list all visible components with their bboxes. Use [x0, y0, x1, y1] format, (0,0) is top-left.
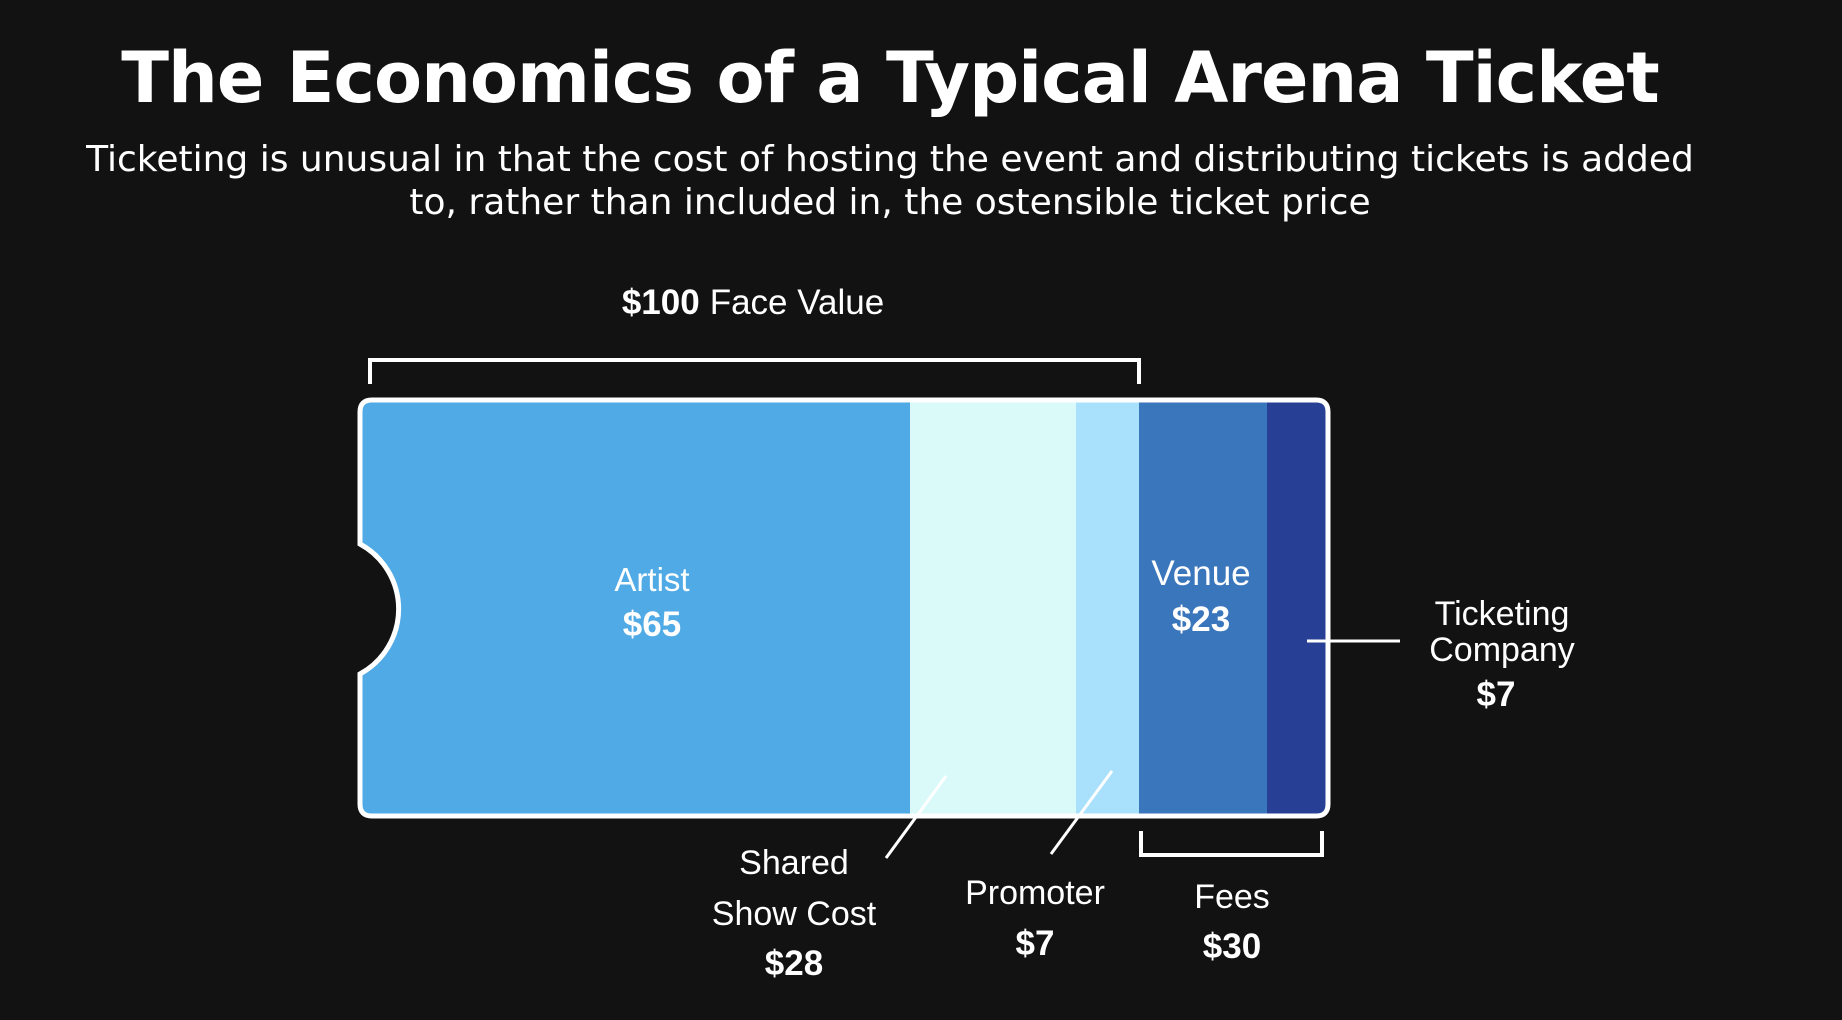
shared-show-cost-amount: $28: [765, 944, 823, 983]
ticketing-company-label-line1: Ticketing: [1435, 595, 1570, 633]
fees-amount: $30: [1203, 927, 1261, 966]
diagram-subtitle: Ticketing is unusual in that the cost of…: [86, 139, 1694, 223]
diagram-title: The Economics of a Typical Arena Ticket: [121, 37, 1659, 119]
face-value-label: $100 Face Value: [622, 283, 884, 322]
face-value-amount: $100: [622, 283, 700, 322]
venue-label: Venue: [1151, 554, 1250, 593]
promoter-label: Promoter: [965, 874, 1105, 912]
artist-label: Artist: [614, 561, 689, 598]
venue-amount: $23: [1172, 600, 1230, 639]
fees-bracket: [1139, 831, 1324, 857]
promoter-amount: $7: [1016, 924, 1055, 963]
promoter-leader: [1049, 770, 1114, 855]
face-value-text: Face Value: [710, 283, 884, 322]
segment-artist: [360, 400, 910, 816]
segment-venue: [1139, 400, 1267, 816]
ticketing-company-label-line2: Company: [1429, 631, 1575, 669]
segment-ticketing-company: [1267, 400, 1328, 816]
face-value-bracket: [368, 358, 1141, 384]
fees-label: Fees: [1194, 878, 1270, 916]
shared-show-cost-label-line1: Shared: [739, 844, 849, 882]
ticket-outline: [357, 397, 1331, 819]
ticketing-company-amount: $7: [1477, 675, 1516, 714]
shared-show-cost-leader: [884, 775, 948, 859]
shared-show-cost-label-line2: Show Cost: [712, 895, 877, 933]
segment-shared-show-cost: [910, 400, 1076, 816]
segment-promoter: [1076, 400, 1139, 816]
artist-amount: $65: [623, 605, 681, 644]
